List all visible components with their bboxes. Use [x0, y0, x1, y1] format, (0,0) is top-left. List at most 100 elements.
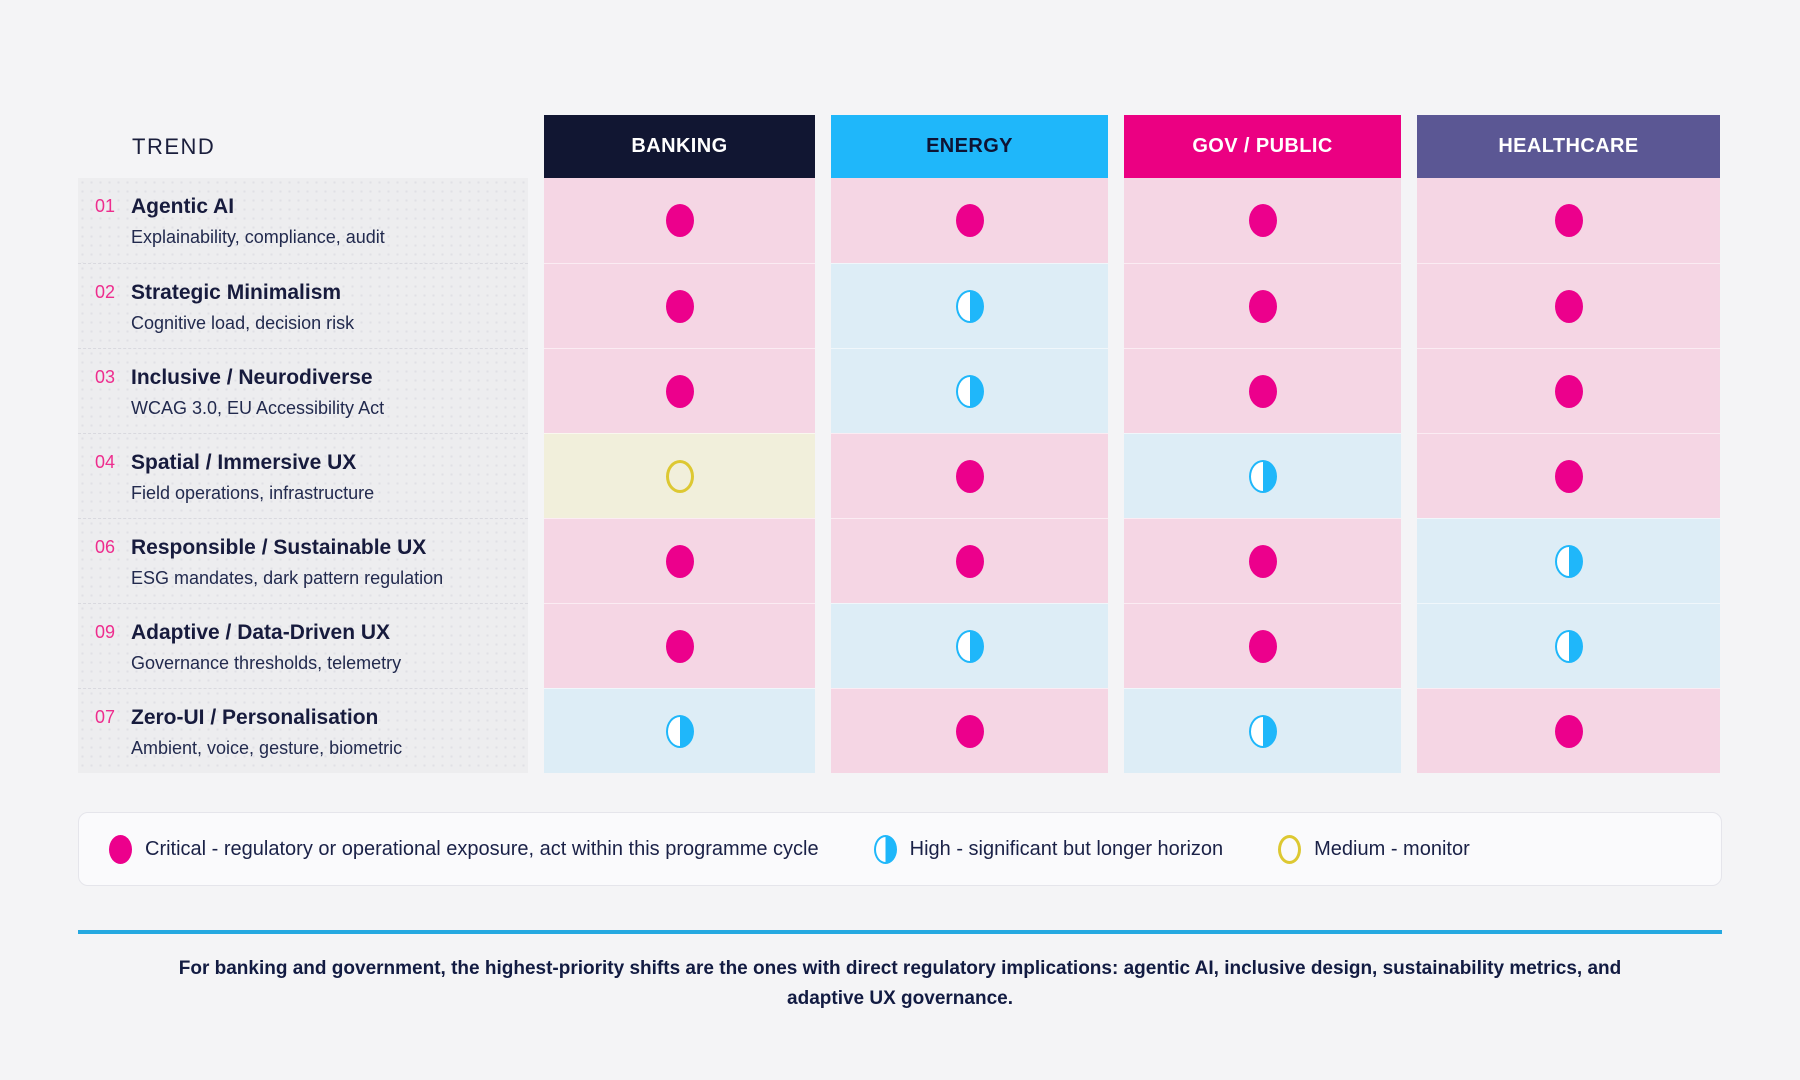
high-icon	[1248, 459, 1277, 493]
matrix-cell-energy-03	[831, 348, 1108, 433]
trend-title: Inclusive / Neurodiverse	[131, 366, 373, 389]
trend-number: 01	[95, 196, 116, 216]
trend-subtitle: WCAG 3.0, EU Accessibility Act	[131, 398, 385, 418]
matrix-cell-gov-public-07	[1124, 688, 1401, 773]
column-header-healthcare: HEALTHCARE	[1417, 115, 1720, 178]
trend-subtitle: Explainability, compliance, audit	[131, 227, 385, 247]
trend-title: Adaptive / Data-Driven UX	[131, 621, 391, 644]
trend-number: 06	[95, 537, 116, 557]
trend-text: Zero-UI / Personalisation Ambient, voice,…	[131, 705, 402, 759]
matrix-cell-banking-09	[544, 603, 815, 688]
critical-icon	[1248, 204, 1277, 237]
matrix-cell-energy-09	[831, 603, 1108, 688]
matrix-cell-healthcare-02	[1417, 263, 1720, 348]
trend-row-responsible-sustainable-ux: 06 Responsible / Sustainable UX ESG mandat…	[78, 518, 528, 603]
critical-icon	[955, 544, 984, 578]
matrix-cell-banking-04	[544, 433, 815, 518]
trend-subtitle: Governance thresholds, telemetry	[131, 653, 402, 673]
critical-icon	[665, 544, 694, 578]
trend-text: Adaptive / Data-Driven UX Governance thre…	[131, 620, 401, 674]
critical-icon	[1554, 289, 1583, 323]
high-icon	[1554, 544, 1583, 578]
divider-line	[78, 930, 1722, 934]
matrix-cell-gov-public-04	[1124, 433, 1401, 518]
matrix-cell-energy-01	[831, 178, 1108, 263]
legend-item-medium: Medium - monitor	[1278, 834, 1470, 864]
trend-title: Agentic AI	[131, 195, 235, 218]
trend-number: 07	[95, 707, 116, 727]
critical-icon	[1554, 374, 1583, 408]
matrix-cell-banking-06	[544, 518, 815, 603]
trend-subtitle: Ambient, voice, gesture, biometric	[131, 738, 403, 758]
high-icon	[873, 834, 897, 864]
matrix-cell-healthcare-06	[1417, 518, 1720, 603]
matrix-cell-banking-01	[544, 178, 815, 263]
matrix-cell-gov-public-09	[1124, 603, 1401, 688]
matrix-cell-energy-06	[831, 518, 1108, 603]
matrix-cell-gov-public-01	[1124, 178, 1401, 263]
high-icon	[955, 629, 984, 663]
trend-title: Responsible / Sustainable UX	[131, 536, 427, 559]
trend-row-spatial-immersive-ux: 04 Spatial / Immersive UX Field operations…	[78, 433, 528, 518]
critical-icon	[1248, 374, 1277, 408]
trend-row-strategic-minimalism: 02 Strategic Minimalism Cognitive load, de…	[78, 263, 528, 348]
trend-number: 09	[95, 622, 116, 642]
matrix-grid: TREND BANKING ENERGY GOV / PUBLIC HEALTHCAR…	[78, 115, 1722, 773]
matrix-cell-healthcare-07	[1417, 688, 1720, 773]
critical-icon	[955, 459, 984, 493]
critical-icon	[955, 714, 984, 748]
column-header-gov-public: GOV / PUBLIC	[1124, 115, 1401, 178]
critical-icon	[1248, 544, 1277, 578]
matrix-cell-gov-public-03	[1124, 348, 1401, 433]
matrix-cell-energy-04	[831, 433, 1108, 518]
legend-item-critical: Critical - regulatory or operational exp…	[109, 834, 819, 864]
critical-icon	[1554, 714, 1583, 748]
trend-text: Responsible / Sustainable UX ESG mandates…	[131, 535, 443, 589]
matrix-cell-energy-07	[831, 688, 1108, 773]
trend-title: Strategic Minimalism	[131, 281, 342, 304]
critical-icon	[665, 374, 694, 408]
trend-subtitle: Field operations, infrastructure	[131, 483, 375, 503]
trend-subtitle: ESG mandates, dark pattern regulation	[131, 568, 444, 588]
critical-icon	[955, 204, 984, 237]
critical-icon	[665, 289, 694, 323]
legend-label-critical: Critical - regulatory or operational exp…	[145, 837, 819, 860]
high-icon	[665, 714, 694, 748]
trend-column-header-label: TREND	[132, 133, 216, 159]
legend-label-medium: Medium - monitor	[1314, 837, 1470, 860]
matrix-cell-banking-07	[544, 688, 815, 773]
matrix-cell-banking-02	[544, 263, 815, 348]
legend-item-high: High - significant but longer horizon	[873, 834, 1223, 864]
medium-icon	[665, 459, 694, 493]
critical-icon	[1554, 204, 1583, 237]
critical-icon	[1248, 629, 1277, 663]
trend-row-inclusive-neurodiverse: 03 Inclusive / Neurodiverse WCAG 3.0, EU A…	[78, 348, 528, 433]
matrix-cell-healthcare-01	[1417, 178, 1720, 263]
matrix-cell-healthcare-09	[1417, 603, 1720, 688]
trend-text: Spatial / Immersive UX Field operations, …	[131, 450, 374, 504]
trend-subtitle: Cognitive load, decision risk	[131, 313, 355, 333]
high-icon	[955, 374, 984, 408]
trend-title: Spatial / Immersive UX	[131, 451, 357, 474]
trend-title: Zero-UI / Personalisation	[131, 706, 379, 729]
trend-column-header: TREND	[78, 115, 528, 178]
critical-icon	[109, 834, 132, 864]
matrix-cell-gov-public-06	[1124, 518, 1401, 603]
column-header-energy: ENERGY	[831, 115, 1108, 178]
trend-priority-matrix-page: TREND BANKING ENERGY GOV / PUBLIC HEALTHCAR…	[78, 115, 1722, 1009]
high-icon	[955, 289, 984, 323]
matrix-cell-banking-03	[544, 348, 815, 433]
trend-row-agentic-ai: 01 Agentic AI Explainability, compliance, …	[78, 178, 528, 263]
critical-icon	[665, 629, 694, 663]
footer-note: For banking and government, the highest-…	[178, 958, 1622, 1009]
trend-row-adaptive-data-driven-ux: 09 Adaptive / Data-Driven UX Governance th…	[78, 603, 528, 688]
critical-icon	[1248, 289, 1277, 323]
trend-number: 02	[95, 282, 116, 302]
matrix-cell-gov-public-02	[1124, 263, 1401, 348]
trend-number: 03	[95, 367, 116, 387]
high-icon	[1248, 714, 1277, 748]
matrix-cell-energy-02	[831, 263, 1108, 348]
critical-icon	[1554, 459, 1583, 493]
trend-number: 04	[95, 452, 116, 472]
column-header-banking: BANKING	[544, 115, 815, 178]
